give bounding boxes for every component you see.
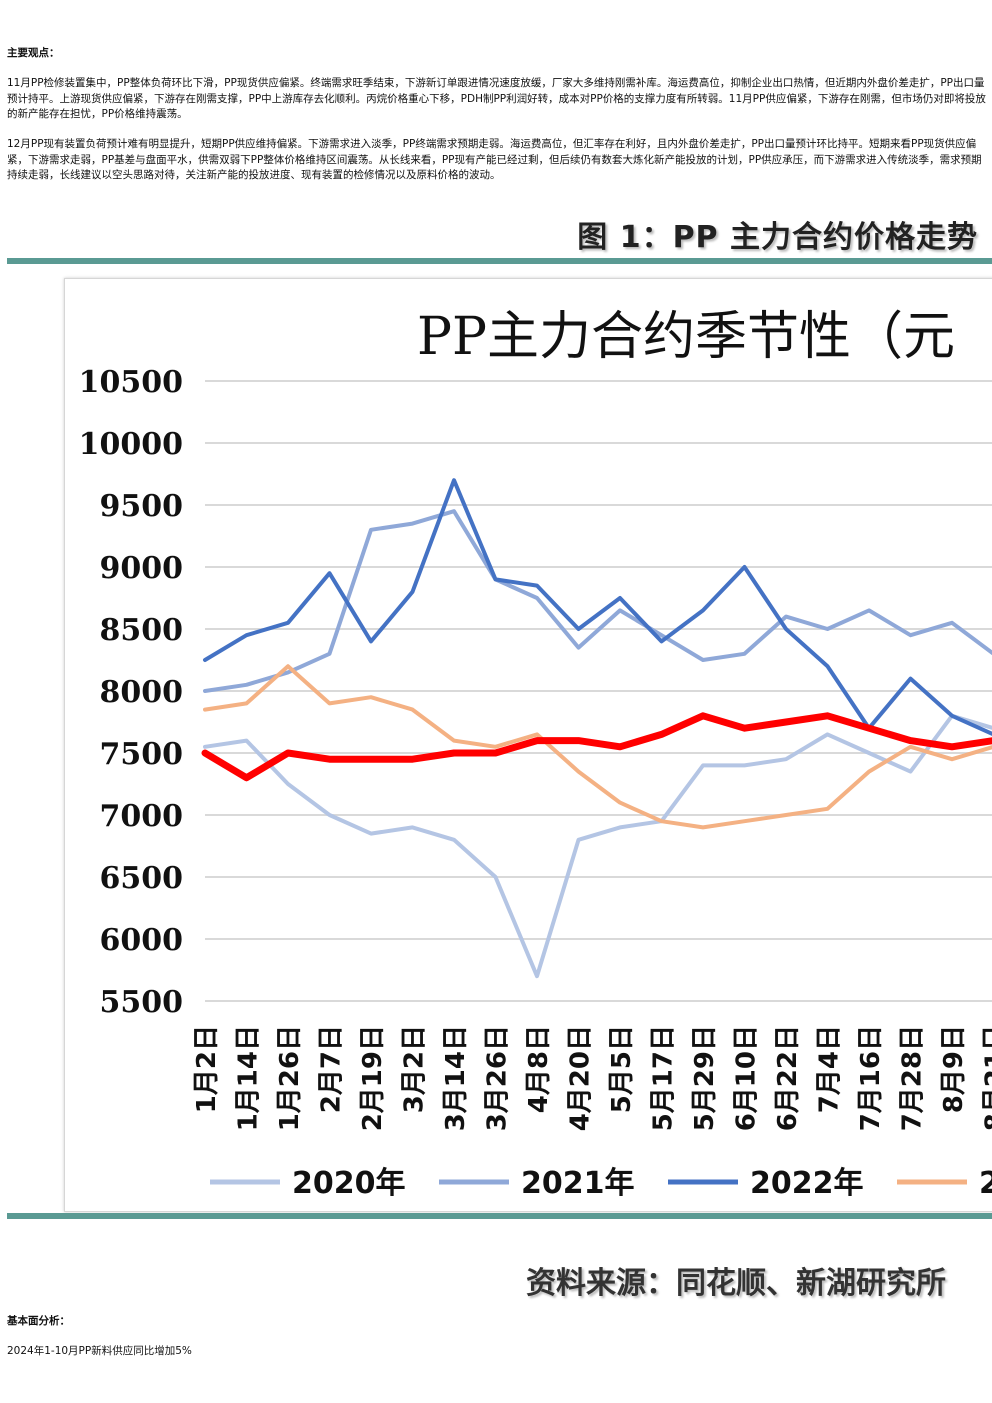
paragraph-december: 12月PP现有装置负荷预计难有明显提升，短期PP供应维持偏紧。下游需求进入淡季，… xyxy=(7,138,982,181)
y-tick-label: 6500 xyxy=(100,861,184,896)
series-line-2023年 xyxy=(203,664,992,830)
x-tick-label: 7月28日 xyxy=(898,1025,928,1131)
main-points-heading: 主要观点： xyxy=(7,47,60,59)
y-tick-label: 7000 xyxy=(100,799,184,834)
y-tick-label: 10000 xyxy=(79,427,183,462)
series-line-2024年 xyxy=(201,712,992,782)
y-tick-label: 9500 xyxy=(100,489,184,524)
y-tick-label: 8000 xyxy=(100,675,184,710)
legend-label: 2020年 xyxy=(292,1166,406,1201)
x-tick-label: 6月10日 xyxy=(732,1025,762,1131)
x-tick-label: 3月14日 xyxy=(441,1025,471,1131)
y-tick-label: 10500 xyxy=(79,365,183,400)
figure-title: 图 1：PP 主力合约价格走势 xyxy=(577,220,978,255)
x-tick-label: 2月19日 xyxy=(358,1025,388,1131)
legend-label: 2023年 xyxy=(979,1166,992,1201)
x-tick-label: 6月22日 xyxy=(773,1025,803,1131)
legend-label: 2021年 xyxy=(521,1166,635,1201)
x-tick-label: 1月26日 xyxy=(275,1025,305,1131)
legend-label: 2022年 xyxy=(750,1166,864,1201)
paragraph-november: 11月PP检修装置集中，PP整体负荷环比下滑，PP现货供应偏紧。终端需求旺季结束… xyxy=(7,77,986,120)
y-tick-label: 7500 xyxy=(100,737,184,772)
series-line-2022年 xyxy=(203,478,992,736)
fundamentals-line: 2024年1-10月PP新料供应同比增加5% xyxy=(7,1345,192,1357)
x-tick-label: 1月2日 xyxy=(192,1025,222,1113)
x-tick-label: 5月17日 xyxy=(649,1025,679,1131)
seasonality-chart: PP主力合约季节性（元 10500 10000 9500 9000 8500 8000 750… xyxy=(79,307,992,1201)
x-tick-label: 3月26日 xyxy=(483,1025,513,1131)
figure-top-rule xyxy=(7,258,992,264)
x-tick-label: 4月20日 xyxy=(566,1025,596,1131)
x-tick-label: 1月14日 xyxy=(234,1025,264,1131)
x-tick-label: 8月21日 xyxy=(981,1025,992,1131)
y-tick-label: 6000 xyxy=(100,923,184,958)
chart-frame: PP主力合约季节性（元 10500 10000 9500 9000 8500 8000 750… xyxy=(64,278,992,1212)
series-line-2021年 xyxy=(203,509,992,693)
y-tick-label: 9000 xyxy=(100,551,184,586)
x-tick-label: 8月9日 xyxy=(939,1025,969,1113)
x-tick-label: 4月8日 xyxy=(524,1025,554,1113)
x-tick-label: 7月16日 xyxy=(856,1025,886,1131)
series-line-2020年 xyxy=(203,713,992,979)
y-tick-label: 8500 xyxy=(100,613,184,648)
fundamentals-heading: 基本面分析： xyxy=(7,1315,70,1327)
x-tick-label: 5月29日 xyxy=(690,1025,720,1131)
y-tick-label: 5500 xyxy=(100,985,184,1020)
source-note: 资料来源：同花顺、新湖研究所 xyxy=(526,1266,946,1301)
x-tick-label: 2月7日 xyxy=(317,1025,347,1113)
figure-bottom-rule xyxy=(7,1213,992,1219)
chart-title: PP主力合约季节性（元 xyxy=(417,307,955,367)
x-tick-label: 3月2日 xyxy=(400,1025,430,1113)
x-tick-label: 5月5日 xyxy=(607,1025,637,1113)
x-tick-label: 7月4日 xyxy=(815,1025,845,1113)
